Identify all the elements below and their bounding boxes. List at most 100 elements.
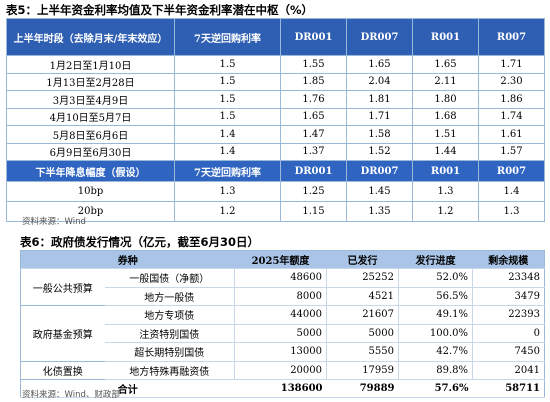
table6-cell: 56.5% [398, 286, 473, 306]
table5-cell: 2.04 [346, 72, 413, 91]
table5-header-cell: R001 [412, 18, 479, 56]
table5-cell: 3月3日至4月9日 [6, 90, 175, 109]
table6-cell: 52.0% [398, 268, 473, 288]
table5-cell: 1.44 [412, 142, 479, 161]
table5-body-first-half: 1月2日至1月10日 1.5 1.55 1.65 1.65 1.71 1月13日至2月28日… [6, 55, 545, 161]
table6-category: 政府基金预算 [20, 305, 105, 362]
table5-cell: 1.58 [346, 125, 413, 144]
table5-header2-cell: DR007 [346, 160, 413, 182]
table5-body-second-half: 10bp 1.3 1.25 1.45 1.3 1.4 20bp 1.2 1.15 1.35 1.2 1… [6, 181, 545, 222]
table6-cell: 地方专项债 [104, 305, 235, 325]
table5-cell: 1.81 [346, 90, 413, 109]
table6-row: 超长期特别国债 13000 5550 42.7% 7450 [21, 342, 545, 362]
table5-cell: 1.65 [346, 55, 413, 74]
table5-cell: 1.15 [280, 201, 347, 222]
table6-total-cell: 79889 [326, 379, 399, 398]
table6-total-row: 合计 138600 79889 57.6% 58711 [20, 379, 545, 398]
table5-cell: 1.5 [174, 72, 281, 91]
table6-total-cell: 138600 [234, 379, 327, 398]
table6-title: 表6：政府债发行情况（亿元，截至6月30日） [20, 235, 260, 249]
table5-row: 10bp 1.3 1.25 1.45 1.3 1.4 [6, 181, 545, 202]
table5-row: 3月3日至4月9日 1.5 1.76 1.81 1.80 1.86 [6, 90, 545, 109]
table6-cell: 一般国债（净额） [104, 268, 235, 288]
table5-header-cell: DR007 [346, 18, 413, 56]
table5-cell: 1.37 [280, 142, 347, 161]
table5-cell: 1.4 [174, 125, 281, 144]
table6-cell: 49.1% [398, 305, 473, 325]
table5-cell: 1.71 [478, 55, 545, 74]
table5-row: 5月8日至6月6日 1.4 1.47 1.58 1.51 1.61 [6, 125, 545, 144]
table6-header-progress: 发行进度 [398, 250, 473, 269]
table6-category: 一般公共预算 [20, 268, 105, 306]
table5-cell: 1.68 [412, 107, 479, 126]
table6-cell: 4521 [326, 286, 399, 306]
table5-cell: 1.3 [478, 201, 545, 222]
table5-cell: 1.2 [412, 201, 479, 222]
table6-row: 一般公共预算 一般国债（净额） 48600 25252 52.0% 23348 [20, 268, 545, 306]
table5-cell: 1.74 [478, 107, 545, 126]
table5-cell: 1.5 [174, 90, 281, 109]
table5: 上半年时段（去除月末/年末效应） 7天逆回购利率 DR001 DR007 R001 R00… [6, 18, 545, 222]
table6-cell: 89.8% [398, 360, 473, 380]
table5-cell: 2.11 [412, 72, 479, 91]
table5-cell: 1.57 [478, 142, 545, 161]
table5-header2-cell: R007 [478, 160, 545, 182]
table6-cell: 48600 [234, 268, 327, 288]
table5-cell: 1.65 [280, 107, 347, 126]
table5-row: 4月10日至5月7日 1.5 1.65 1.71 1.68 1.74 [6, 107, 545, 126]
table5-cell: 1.51 [412, 125, 479, 144]
table6-source: 资料来源：Wind、财政部 [22, 390, 120, 400]
table6-cell: 44000 [234, 305, 327, 325]
table6: 券种 2025年额度 已发行 发行进度 剩余规模 一般公共预算 一般国债（净额） 4… [20, 250, 545, 398]
table6-cell: 21607 [326, 305, 399, 325]
table6-header-quota: 2025年额度 [234, 250, 327, 269]
table6-header-issued: 已发行 [326, 250, 399, 269]
table6-cell: 0 [472, 323, 545, 343]
table6-cell: 100.0% [398, 323, 473, 343]
table5-header-cell: 上半年时段（去除月末/年末效应） [6, 18, 175, 56]
table5-cell: 1.5 [174, 55, 281, 74]
table5-cell: 1.4 [174, 142, 281, 161]
table6-cell: 2041 [472, 360, 545, 380]
table5-header2-cell: 下半年降息幅度（假设） [6, 160, 175, 182]
table5-cell: 10bp [6, 181, 175, 202]
table5-cell: 1.61 [478, 125, 545, 144]
table5-cell: 2.30 [478, 72, 545, 91]
table5-cell: 1月13日至2月28日 [6, 72, 175, 91]
table5-cell: 5月8日至6月6日 [6, 125, 175, 144]
table5-header2-cell: DR001 [280, 160, 347, 182]
table5-header2-cell: 7天逆回购利率 [174, 160, 281, 182]
table5-cell: 20bp [6, 201, 175, 222]
table5-cell: 1月2日至1月10日 [6, 55, 175, 74]
table5-header-cell: DR001 [280, 18, 347, 56]
table6-cell: 5000 [234, 323, 327, 343]
table5-cell: 1.52 [346, 142, 413, 161]
table5-cell: 6月9日至6月30日 [6, 142, 175, 161]
table6-cell: 地方一般债 [104, 286, 235, 306]
table6-cell: 42.7% [398, 342, 473, 362]
table6-row: 地方一般债 8000 4521 56.5% 3479 [21, 286, 545, 306]
table5-header-cell: 7天逆回购利率 [174, 18, 281, 56]
table6-cell: 25252 [326, 268, 399, 288]
table6-cell: 22393 [472, 305, 545, 325]
table5-header-row: 上半年时段（去除月末/年末效应） 7天逆回购利率 DR001 DR007 R001 R00… [6, 18, 545, 56]
table5-header-row-2: 下半年降息幅度（假设） 7天逆回购利率 DR001 DR007 R001 R007 [6, 160, 545, 182]
table5-source: 资料来源：Wind [22, 217, 86, 227]
table5-cell: 1.3 [174, 181, 281, 202]
table5-title: 表5：上半年资金利率均值及下半年资金利率潜在中枢（%） [6, 3, 314, 17]
table6-row: 化债置换 地方特殊再融资债 20000 17959 89.8% 2041 [20, 360, 545, 380]
table5-row: 6月9日至6月30日 1.4 1.37 1.52 1.44 1.57 [6, 142, 545, 161]
table5-row: 1月2日至1月10日 1.5 1.55 1.65 1.65 1.71 [6, 55, 545, 74]
table5-header2-cell: R001 [412, 160, 479, 182]
table5-cell: 1.5 [174, 107, 281, 126]
table6-cell: 7450 [472, 342, 545, 362]
table6-cell: 5550 [326, 342, 399, 362]
table5-row: 20bp 1.2 1.15 1.35 1.2 1.3 [6, 201, 545, 222]
table5-cell: 1.35 [346, 201, 413, 222]
table5-cell: 1.4 [478, 181, 545, 202]
table5-row: 1月13日至2月28日 1.5 1.85 2.04 2.11 2.30 [6, 72, 545, 91]
table5-cell: 4月10日至5月7日 [6, 107, 175, 126]
table6-cell: 17959 [326, 360, 399, 380]
table5-cell: 1.86 [478, 90, 545, 109]
table6-cell: 地方特殊再融资债 [104, 360, 235, 380]
